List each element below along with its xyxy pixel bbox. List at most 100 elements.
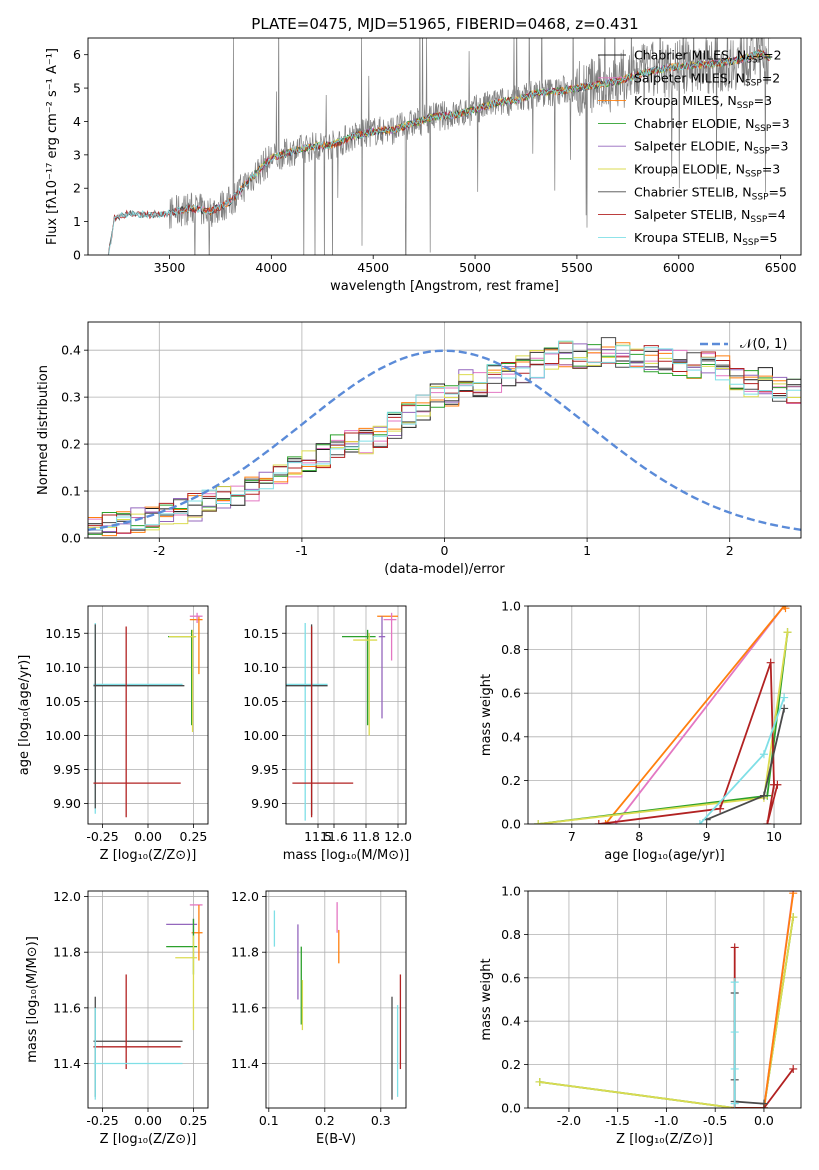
- y-tick-label: 0: [73, 248, 81, 263]
- y-tick-label: 12.0: [53, 889, 81, 904]
- x-tick-label: 0: [441, 543, 449, 558]
- x-tick-label: -1.5: [606, 1113, 630, 1128]
- x-tick-label: 6500: [765, 260, 797, 275]
- x-tick-label: 6000: [663, 260, 695, 275]
- age_vs_mass-points: [286, 612, 398, 821]
- y-tick-label: 0.0: [61, 531, 81, 546]
- massweight_vs_Z-frame: [527, 890, 802, 1109]
- y-tick-label: 11.4: [231, 1056, 259, 1071]
- legend-label: Kroupa MILES, NSSP=3: [634, 93, 772, 111]
- x-axis-label: mass [log₁₀(M/M⊙)]: [283, 848, 410, 863]
- legend-label: Chabrier STELIB, NSSP=5: [634, 184, 787, 202]
- x-tick-label: 0.00: [134, 829, 162, 844]
- x-axis-label: Z [log₁₀(Z/Z⊙)]: [616, 1132, 713, 1147]
- weight-marker: [773, 780, 782, 789]
- y-tick-label: 10.00: [45, 728, 81, 743]
- y-tick-label: 0.2: [61, 437, 81, 452]
- x-tick-label: -1: [296, 543, 308, 558]
- y-tick-label: 1: [73, 214, 81, 229]
- x-axis-label: E(B-V): [316, 1132, 356, 1147]
- y-tick-label: 5: [73, 81, 81, 96]
- y-tick-label: 10.05: [45, 694, 81, 709]
- y-tick-label: 1.0: [501, 884, 521, 899]
- weight-marker: [730, 1064, 739, 1073]
- x-tick-label: 9: [703, 829, 711, 844]
- histogram-step: [88, 342, 801, 534]
- y-tick-label: 0.0: [501, 817, 521, 832]
- x-tick-label: 11.5: [304, 829, 332, 844]
- x-axis-label: age [log₁₀(age/yr)]: [604, 848, 725, 863]
- y-tick-label: 9.90: [53, 796, 81, 811]
- x-tick-label: 4500: [357, 260, 389, 275]
- y-tick-label: 10.05: [243, 694, 279, 709]
- x-tick-label: 0.1: [259, 1113, 279, 1128]
- weight-marker: [730, 943, 739, 952]
- y-tick-label: 10.10: [243, 660, 279, 675]
- mass_vs_ebv-points: [273, 902, 402, 1100]
- histogram-step: [88, 337, 801, 534]
- y-axis-label: mass weight: [479, 958, 494, 1040]
- y-tick-label: 0.8: [501, 642, 521, 657]
- gaussian-curve: [88, 349, 801, 531]
- x-tick-label: 0.25: [180, 829, 208, 844]
- y-tick-label: 12.0: [231, 889, 259, 904]
- y-tick-label: 11.6: [53, 1000, 81, 1015]
- x-tick-label: -2: [153, 543, 165, 558]
- y-tick-label: 0.4: [501, 729, 521, 744]
- y-tick-label: 0.6: [501, 686, 521, 701]
- legend-label: Salpeter STELIB, NSSP=4: [634, 207, 786, 225]
- weight-marker: [716, 804, 725, 813]
- y-tick-label: 0.1: [61, 484, 81, 499]
- legend-label: Salpeter MILES, NSSP=2: [634, 70, 780, 88]
- x-tick-label: 0.2: [315, 1113, 335, 1128]
- residuals-frame: [87, 321, 802, 539]
- figure-title: PLATE=0475, MJD=51965, FIBERID=0468, z=0…: [251, 15, 638, 33]
- x-tick-label: 2: [726, 543, 734, 558]
- x-tick-label: 12.0: [384, 829, 412, 844]
- model-spectrum-line: [108, 50, 770, 255]
- weight-marker: [789, 1064, 798, 1073]
- residuals-legend: 𝒩(0, 1): [700, 337, 787, 352]
- weight-marker: [730, 1099, 739, 1108]
- x-tick-label: -1.0: [654, 1113, 678, 1128]
- legend-label: Salpeter ELODIE, NSSP=3: [634, 139, 788, 157]
- y-tick-label: 2: [73, 181, 81, 196]
- weight-marker: [783, 628, 792, 637]
- x-tick-label: 11.8: [352, 829, 380, 844]
- histogram-step: [88, 344, 801, 535]
- x-tick-label: 5000: [459, 260, 491, 275]
- histogram-step: [88, 342, 801, 537]
- y-tick-label: 10.00: [243, 728, 279, 743]
- y-axis-label: Flux [fλ10⁻¹⁷ erg cm⁻² s⁻¹ A⁻¹]: [45, 48, 60, 245]
- spectrum-series: [108, 38, 771, 255]
- weight-marker: [730, 1028, 739, 1037]
- weight-marker: [759, 791, 768, 800]
- histogram-step: [88, 349, 801, 534]
- weight-marker: [730, 978, 739, 987]
- weight-marker: [766, 658, 775, 667]
- x-tick-label: 10: [766, 829, 782, 844]
- weight-marker: [780, 704, 789, 713]
- x-tick-label: 0.0: [754, 1113, 774, 1128]
- y-tick-label: 0.3: [61, 390, 81, 405]
- y-tick-label: 9.95: [53, 762, 81, 777]
- weight-marker: [535, 1077, 544, 1086]
- weight-marker: [763, 820, 772, 824]
- y-tick-label: 0.4: [501, 1014, 521, 1029]
- weight-marker: [781, 606, 790, 613]
- y-tick-label: 0.4: [61, 343, 81, 358]
- histogram-series: [88, 337, 801, 537]
- y-tick-label: 3: [73, 147, 81, 162]
- massweight_vs_Z-lines: [535, 891, 798, 1108]
- y-axis-label: age [log₁₀(age/yr)]: [17, 655, 32, 776]
- legend-label: Kroupa STELIB, NSSP=5: [634, 230, 778, 248]
- y-tick-label: 0.2: [501, 1057, 521, 1072]
- x-axis-label: Z [log₁₀(Z/Z⊙)]: [100, 848, 197, 863]
- y-tick-label: 0.6: [501, 970, 521, 985]
- y-tick-label: 10.15: [243, 626, 279, 641]
- massweight_vs_age-frame: [527, 605, 802, 825]
- y-tick-label: 11.6: [231, 1000, 259, 1015]
- y-tick-label: 11.8: [53, 945, 81, 960]
- y-tick-label: 9.90: [251, 796, 279, 811]
